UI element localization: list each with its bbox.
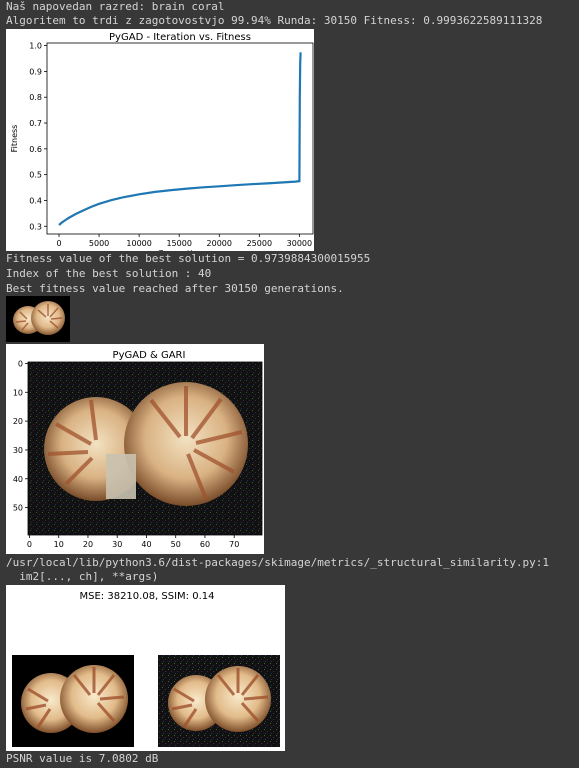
- gari-x-tick-label: 60: [200, 540, 210, 549]
- x-tick-label: 25000: [247, 239, 272, 248]
- gari-x-tick-label: 50: [171, 540, 181, 549]
- x-tick-label: 0: [56, 239, 61, 248]
- gari-y-tick-label: 40: [13, 475, 23, 484]
- fitness-chart: PyGAD - Iteration vs. Fitness 0 5000 10000 1…: [10, 32, 314, 258]
- x-axis-label: Generation: [158, 249, 203, 251]
- best-index-text: Index of the best solution : 40: [6, 267, 212, 280]
- gari-shell-image: [44, 382, 248, 506]
- gari-y-tick-label: 50: [13, 504, 23, 513]
- y-tick-label: 0.7: [29, 119, 42, 128]
- gari-x-tick-label: 40: [141, 540, 151, 549]
- warning-code-text: im2[..., ch], **args): [6, 570, 159, 583]
- x-tick-label: 20000: [207, 239, 232, 248]
- gari-x-tick-label: 70: [229, 540, 239, 549]
- best-generation-text: Best fitness value reached after 30150 g…: [6, 282, 344, 295]
- gari-x-tick-label: 20: [83, 540, 93, 549]
- best-fitness-text: Fitness value of the best solution = 0.9…: [6, 252, 371, 265]
- fitness-chart-panel: PyGAD - Iteration vs. Fitness 0 5000 10000 1…: [6, 29, 314, 258]
- target-image: [12, 655, 134, 747]
- gari-x-tick-label: 0: [27, 540, 32, 549]
- gari-y-tick-label: 10: [13, 388, 23, 397]
- gari-x-tick-label: 30: [112, 540, 122, 549]
- compare-plot-panel: MSE: 38210.08, SSIM: 0.14: [6, 585, 285, 751]
- gari-x-tick-label: 10: [54, 540, 64, 549]
- prediction-text: Naš napovedan razred: brain coral: [6, 0, 225, 13]
- gari-y-tick-label: 30: [13, 446, 23, 455]
- compare-plot: MSE: 38210.08, SSIM: 0.14: [12, 591, 280, 747]
- plot-frame: [46, 42, 314, 235]
- compare-plot-title: MSE: 38210.08, SSIM: 0.14: [80, 591, 215, 602]
- y-tick-label: 1.0: [29, 42, 42, 51]
- x-tick-label: 5000: [89, 239, 109, 248]
- x-tick-label: 30000: [287, 239, 312, 248]
- gari-plot: PyGAD & GARI: [13, 350, 263, 549]
- fitness-series-line: [58, 52, 302, 226]
- solution-image: [158, 655, 280, 747]
- x-tick-label: 15000: [166, 239, 191, 248]
- y-tick-label: 0.8: [29, 93, 42, 102]
- y-axis-label: Fitness: [10, 125, 19, 153]
- confidence-text: Algoritem to trdi z zagotovostvjo 99.94%…: [6, 14, 543, 27]
- y-tick-label: 0.4: [29, 196, 42, 205]
- target-thumbnail-image: [6, 296, 70, 342]
- gari-y-tick-label: 0: [18, 359, 23, 368]
- psnr-text: PSNR value is 7.0802 dB: [6, 752, 159, 765]
- gari-y-tick-label: 20: [13, 417, 23, 426]
- y-tick-label: 0.3: [29, 222, 42, 231]
- y-tick-label: 0.6: [29, 145, 42, 154]
- gari-frame: [27, 361, 263, 536]
- gari-plot-title: PyGAD & GARI: [113, 350, 186, 361]
- y-tick-label: 0.9: [29, 67, 42, 76]
- gari-plot-panel: PyGAD & GARI: [6, 344, 264, 554]
- chart-title: PyGAD - Iteration vs. Fitness: [109, 32, 251, 43]
- y-tick-label: 0.5: [29, 171, 42, 180]
- warning-path-text: /usr/local/lib/python3.6/dist-packages/s…: [6, 556, 550, 569]
- x-tick-label: 10000: [126, 239, 151, 248]
